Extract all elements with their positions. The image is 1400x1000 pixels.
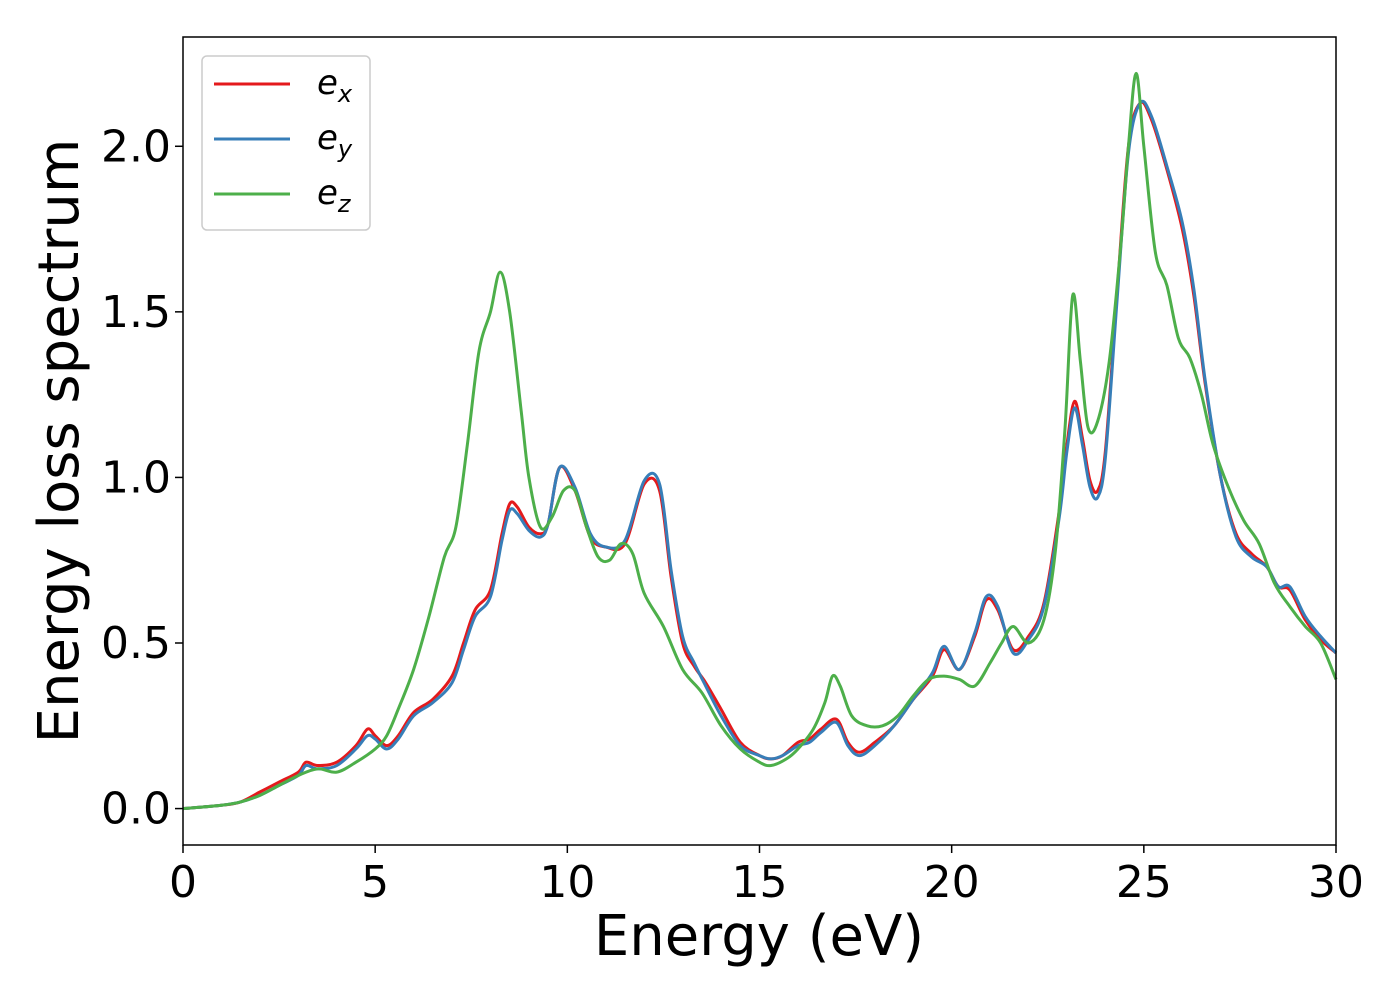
y-tick-label: 0.0 (101, 784, 171, 835)
series-line-z (182, 71, 1338, 811)
legend-box (201, 55, 371, 231)
x-tick-label: 5 (361, 857, 389, 908)
legend-label-base: e (317, 118, 338, 158)
legend-label-subscript: y (337, 135, 353, 163)
series-layer (182, 71, 1338, 811)
y-tick-label: 2.0 (101, 121, 171, 172)
legend-label-y: ey (317, 118, 353, 163)
y-axis-title: Energy loss spectrum (27, 139, 92, 744)
x-tick-label: 15 (732, 857, 788, 908)
x-tick-label: 10 (539, 857, 595, 908)
legend-label-subscript: x (337, 80, 353, 108)
legend-label-base: e (317, 63, 338, 103)
y-axis-ticks: 0.0 0.5 1.0 1.5 2.0 (101, 121, 183, 835)
x-axis-title: Energy (eV) (594, 904, 924, 969)
x-tick-label: 0 (169, 857, 197, 908)
legend-label-z: ez (317, 173, 352, 218)
y-tick-label: 1.5 (101, 287, 171, 338)
legend-label-subscript: z (337, 190, 352, 218)
x-tick-label: 30 (1308, 857, 1364, 908)
y-tick-label: 1.0 (101, 452, 171, 503)
x-tick-label: 20 (924, 857, 980, 908)
x-axis-ticks: 0 5 10 15 20 25 30 (169, 845, 1364, 908)
legend-label-x: ex (317, 63, 353, 108)
y-tick-label: 0.5 (101, 618, 171, 669)
legend-label-base: e (317, 173, 338, 213)
x-tick-label: 25 (1116, 857, 1172, 908)
